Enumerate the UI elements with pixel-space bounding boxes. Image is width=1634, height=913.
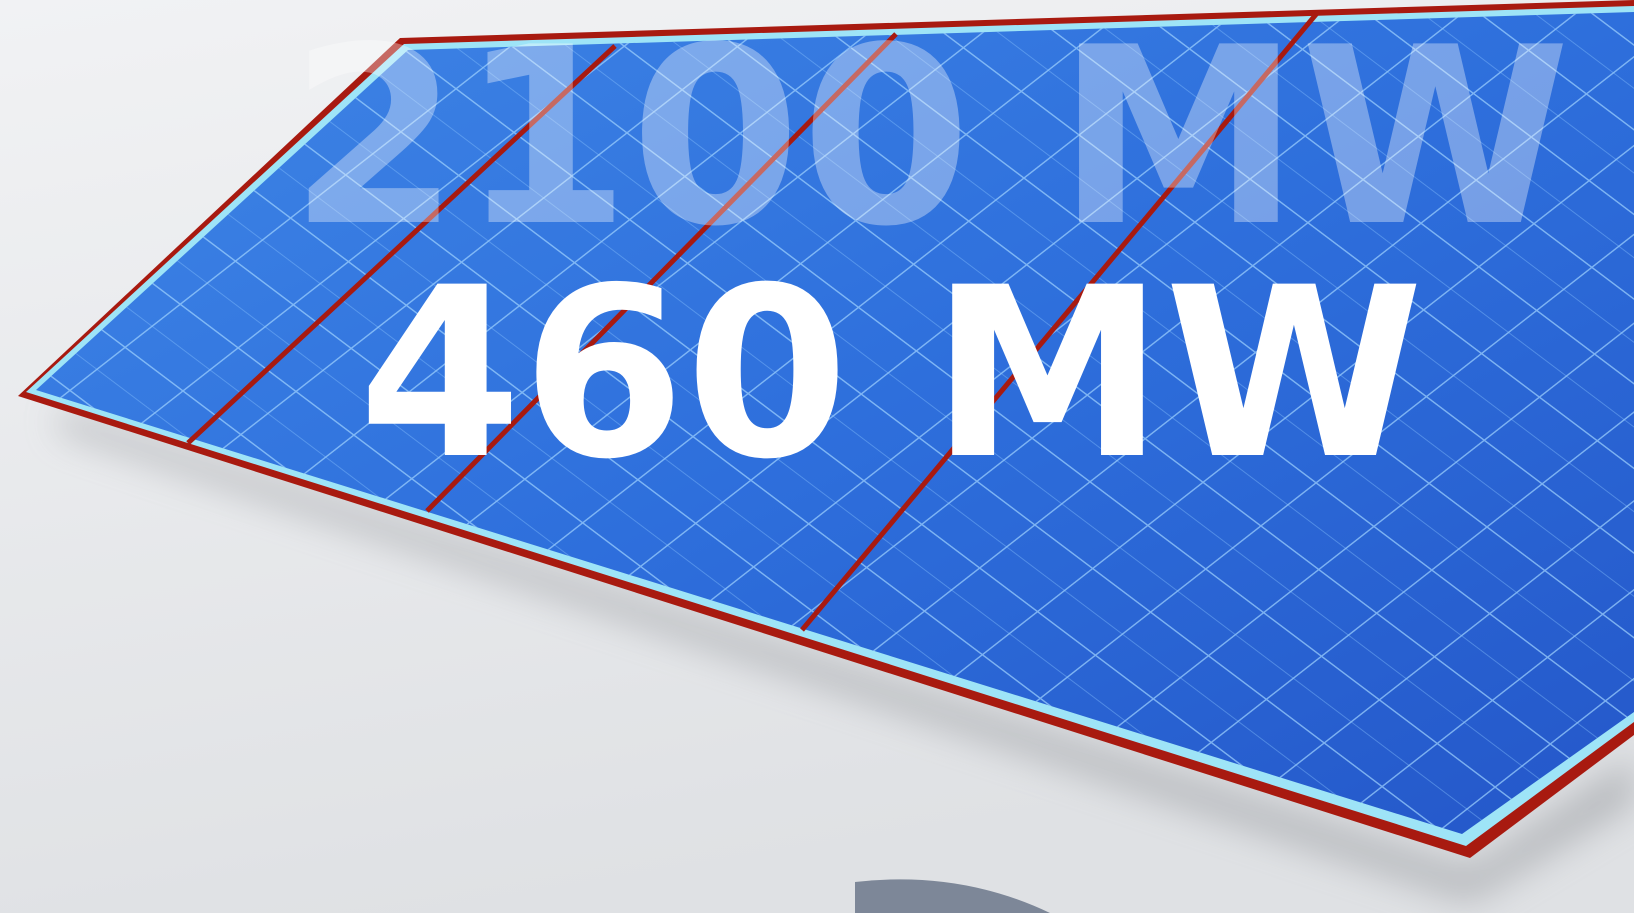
logo-fragment	[855, 879, 1050, 913]
panel-dividers	[186, 10, 1320, 632]
panel-cells	[36, 12, 1634, 834]
headline: 460 MW	[358, 238, 1423, 511]
background-text: 2100 MW	[289, 0, 1570, 280]
